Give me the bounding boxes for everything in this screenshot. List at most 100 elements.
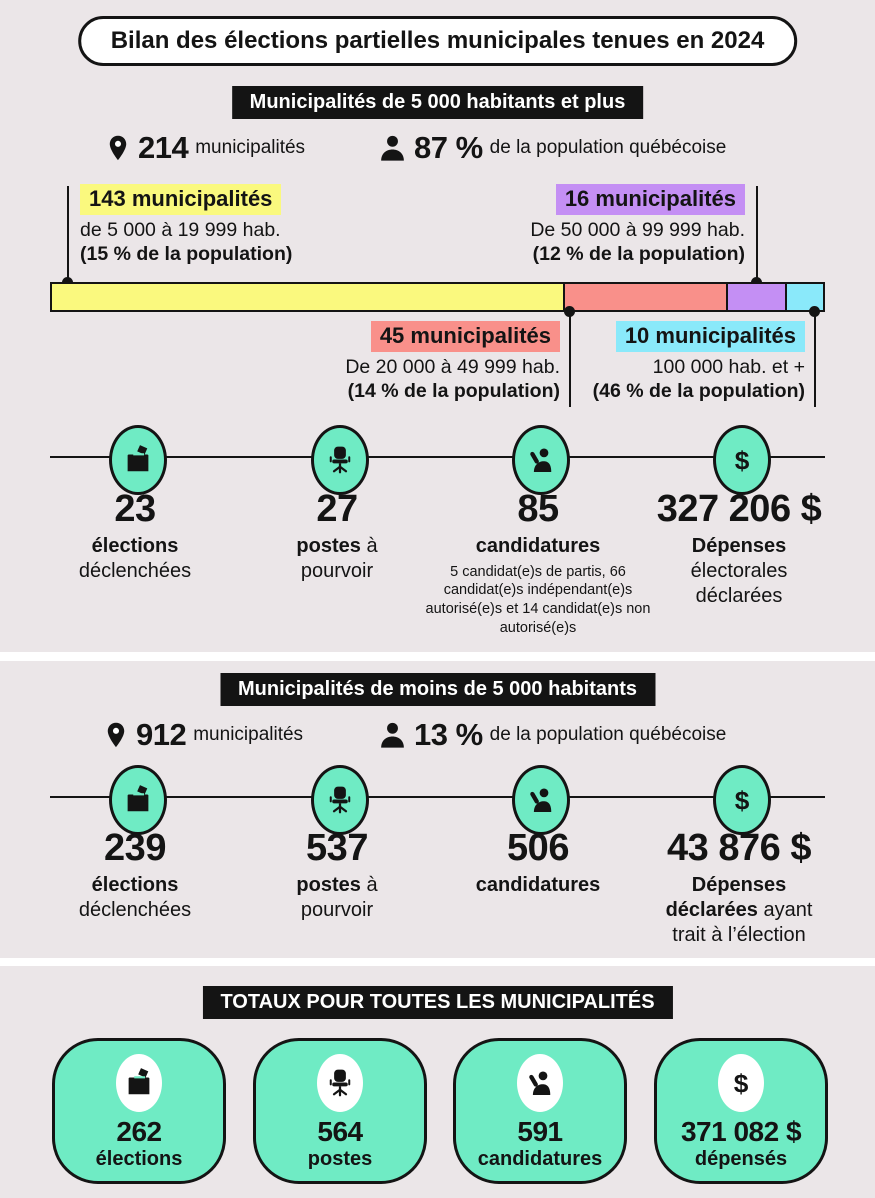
- stat-value: 23: [114, 488, 156, 530]
- total-value: 371 082 $: [680, 1116, 802, 1147]
- connector-line: [756, 186, 758, 282]
- small-pop-pct-value: 13 %: [414, 717, 483, 752]
- stat-depenses-small: 43 876 $ Dépenses déclarées ayant trait …: [634, 827, 844, 948]
- total-card-depenses: 371 082 $ dépensés: [654, 1038, 828, 1184]
- bar-label-count-chip: 10 municipalités: [615, 321, 805, 352]
- section-small-header: Municipalités de moins de 5 000 habitant…: [220, 673, 655, 706]
- stat-postes-small: 537 postes à pourvoir: [237, 827, 437, 923]
- bar-label-population: (14 % de la population): [347, 379, 560, 402]
- office-chair-icon: [325, 445, 355, 475]
- ballot-box-icon: [123, 785, 153, 815]
- large-pop-pct-value: 87 %: [414, 130, 483, 165]
- office-chair-icon: [325, 785, 355, 815]
- bar-label-50000-99999: 16 municipalités De 50 000 à 99 999 hab.…: [530, 184, 745, 266]
- stat-value: 506: [507, 827, 569, 869]
- bar-label-5000-19999: 143 municipalités de 5 000 à 19 999 hab.…: [80, 184, 292, 266]
- candidate-icon: [525, 1068, 555, 1098]
- stat-label: élections déclenchées: [78, 534, 192, 582]
- bar-label-count-chip: 45 municipalités: [370, 321, 560, 352]
- ballot-box-icon: [123, 445, 153, 475]
- stat-elections-large: 23 élections déclenchées: [35, 488, 235, 584]
- large-population-share: 87 % de la population québécoise: [378, 130, 726, 166]
- total-value: 262: [116, 1116, 162, 1147]
- large-muni-count-value: 214: [138, 130, 189, 165]
- bar-label-range: de 5 000 à 19 999 hab.: [80, 218, 281, 241]
- bar-label-range: De 20 000 à 49 999 hab.: [345, 355, 560, 378]
- candidate-badge: [512, 425, 570, 495]
- section-large-header: Municipalités de 5 000 habitants et plus: [231, 86, 644, 119]
- dollar-icon: [726, 1068, 756, 1098]
- stat-candidatures-large: 85 candidatures 5 candidat(e)s de partis…: [423, 489, 653, 637]
- total-label: dépensés: [694, 1147, 788, 1170]
- candidate-icon: [526, 445, 556, 475]
- stat-candidatures-small: 506 candidatures: [423, 827, 653, 898]
- bar-label-population: (12 % de la population): [532, 242, 745, 265]
- total-value: 564: [317, 1116, 363, 1147]
- stat-label: postes à pourvoir: [296, 534, 378, 582]
- map-pin-icon: [105, 132, 131, 165]
- candidatures-note: 5 candidat(e)s de partis, 66 candidat(e)…: [425, 563, 651, 636]
- map-pin-icon: [103, 719, 129, 752]
- dollar-icon: [727, 785, 757, 815]
- stat-value: 239: [104, 827, 166, 869]
- total-card-candidatures: 591 candidatures: [453, 1038, 627, 1184]
- bar-label-100000-plus: 10 municipalités 100 000 hab. et + (46 %…: [593, 321, 805, 403]
- stat-label: candidatures: [475, 873, 601, 896]
- person-icon: [378, 134, 407, 163]
- bar-segment-100000-plus: [785, 284, 823, 310]
- totals-header: TOTAUX POUR TOUTES LES MUNICIPALITÉS: [202, 986, 673, 1019]
- timeline-line: [50, 456, 825, 458]
- icon-oval: [718, 1054, 764, 1112]
- stat-value: 537: [306, 827, 368, 869]
- bar-label-count-chip: 16 municipalités: [555, 184, 745, 215]
- candidate-badge: [512, 765, 570, 835]
- timeline-line: [50, 796, 825, 798]
- stat-label: Dépenses électorales déclarées: [690, 534, 788, 607]
- stat-value: 27: [316, 488, 358, 530]
- stat-label: élections déclenchées: [78, 873, 192, 921]
- bar-label-count-chip: 143 municipalités: [80, 184, 282, 215]
- small-muni-count-label: municipalités: [193, 724, 304, 745]
- bar-label-population: (46 % de la population): [592, 379, 805, 402]
- candidate-icon: [526, 785, 556, 815]
- connector-line: [569, 310, 571, 407]
- large-pop-pct-label: de la population québécoise: [489, 137, 727, 158]
- connector-dot: [564, 306, 575, 317]
- bar-label-20000-49999: 45 municipalités De 20 000 à 49 999 hab.…: [345, 321, 560, 403]
- ballot-box-badge: [109, 765, 167, 835]
- connector-line: [814, 310, 816, 407]
- bar-label-range: 100 000 hab. et +: [652, 355, 805, 378]
- bar-segment-50000-99999: [726, 284, 786, 310]
- dollar-badge: [713, 425, 771, 495]
- total-label: candidatures: [477, 1147, 603, 1170]
- small-pop-pct-label: de la population québécoise: [489, 724, 727, 745]
- stat-value: 327 206 $: [656, 488, 822, 530]
- stat-label: postes à pourvoir: [296, 873, 378, 921]
- stat-depenses-large: 327 206 $ Dépenses électorales déclarées: [634, 488, 844, 609]
- bar-label-range: De 50 000 à 99 999 hab.: [530, 218, 745, 241]
- section-large-municipalities: Bilan des élections partielles municipal…: [0, 0, 875, 652]
- dollar-icon: [727, 445, 757, 475]
- stat-label: candidatures: [475, 534, 601, 557]
- ballot-box-badge: [109, 425, 167, 495]
- small-municipality-count: 912 municipalités: [103, 717, 303, 753]
- total-value: 591: [517, 1116, 563, 1147]
- office-chair-icon: [325, 1068, 355, 1098]
- small-muni-count-value: 912: [136, 717, 187, 752]
- icon-oval: [517, 1054, 563, 1112]
- chair-badge: [311, 425, 369, 495]
- stat-value: 43 876 $: [667, 827, 811, 869]
- chair-badge: [311, 765, 369, 835]
- bar-segment-5000-19999: [52, 284, 564, 310]
- person-icon: [378, 721, 407, 750]
- icon-oval: [116, 1054, 162, 1112]
- stat-elections-small: 239 élections déclenchées: [35, 827, 235, 923]
- large-muni-count-label: municipalités: [195, 137, 306, 158]
- ballot-box-icon: [124, 1068, 154, 1098]
- icon-oval: [317, 1054, 363, 1112]
- bar-segment-20000-49999: [563, 284, 727, 310]
- section-small-municipalities: Municipalités de moins de 5 000 habitant…: [0, 661, 875, 958]
- stat-label: Dépenses déclarées ayant trait à l’élect…: [665, 873, 813, 946]
- municipality-size-bar: [50, 282, 825, 312]
